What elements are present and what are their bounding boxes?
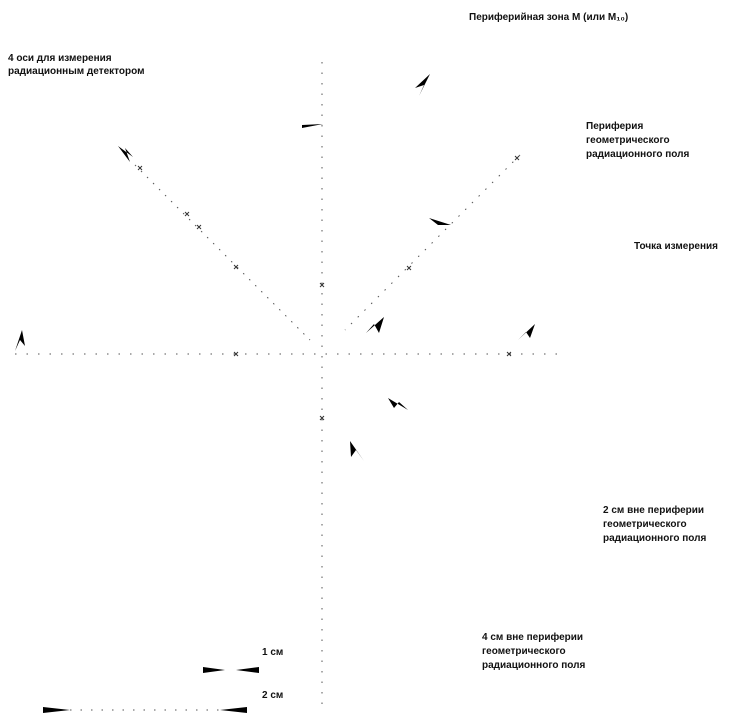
label-peripheral-zone: Периферийная зона M (или M₁₀): [469, 12, 629, 23]
measurement-point-marker: [319, 415, 325, 421]
label-scale-1cm: 1 см: [262, 647, 284, 658]
measurement-point-marker: [137, 165, 143, 171]
pointer-arrow: [388, 398, 408, 410]
scale-arrow-right-1cm: [236, 667, 259, 673]
measurement-point-marker: [406, 265, 412, 271]
diagonal-axis-upper-left: [134, 164, 311, 341]
scale-arrow-right-2cm: [220, 707, 247, 713]
measurement-point-marker: [233, 351, 239, 357]
measurement-point-marker: [514, 155, 520, 161]
label-four-axes-line2: радиационным детектором: [8, 66, 145, 77]
pointer-arrow: [118, 146, 133, 162]
measurement-point-marker: [184, 211, 190, 217]
pointer-arrow: [302, 124, 323, 128]
measurement-point-marker: [196, 224, 202, 230]
label-outside-4cm-line1: 4 см вне периферии: [482, 632, 584, 643]
label-geom-periphery-line1: Периферия: [586, 121, 644, 132]
label-outside-4cm-line3: радиационного поля: [482, 660, 586, 671]
scale-arrow-left-2cm: [43, 707, 70, 713]
label-outside-2cm-line2: геометрического: [603, 519, 687, 530]
pointer-arrow: [429, 218, 451, 225]
label-outside-2cm-line1: 2 см вне периферии: [603, 505, 705, 516]
label-outside-4cm-line2: геометрического: [482, 646, 566, 657]
pointer-arrow: [415, 74, 430, 96]
pointer-arrow: [366, 317, 384, 333]
pointer-arrow: [518, 324, 535, 340]
label-scale-2cm: 2 см: [262, 690, 284, 701]
diagonal-axis-upper-right: [344, 154, 521, 331]
label-geom-periphery-line3: радиационного поля: [586, 149, 690, 160]
label-geom-periphery-line2: геометрического: [586, 135, 670, 146]
measurement-point-marker: [506, 351, 512, 357]
pointer-arrow: [15, 330, 25, 351]
pointer-arrows: [15, 74, 535, 713]
pointer-arrow: [350, 441, 364, 461]
scale-arrow-left-1cm: [203, 667, 225, 673]
measurement-point-marker: [233, 264, 239, 270]
label-four-axes-line1: 4 оси для измерения: [8, 53, 112, 64]
label-outside-2cm-line3: радиационного поля: [603, 533, 707, 544]
label-measurement-point: Точка измерения: [634, 241, 719, 252]
measurement-point-marker: [319, 282, 325, 288]
measurement-point-markers: [137, 155, 520, 421]
